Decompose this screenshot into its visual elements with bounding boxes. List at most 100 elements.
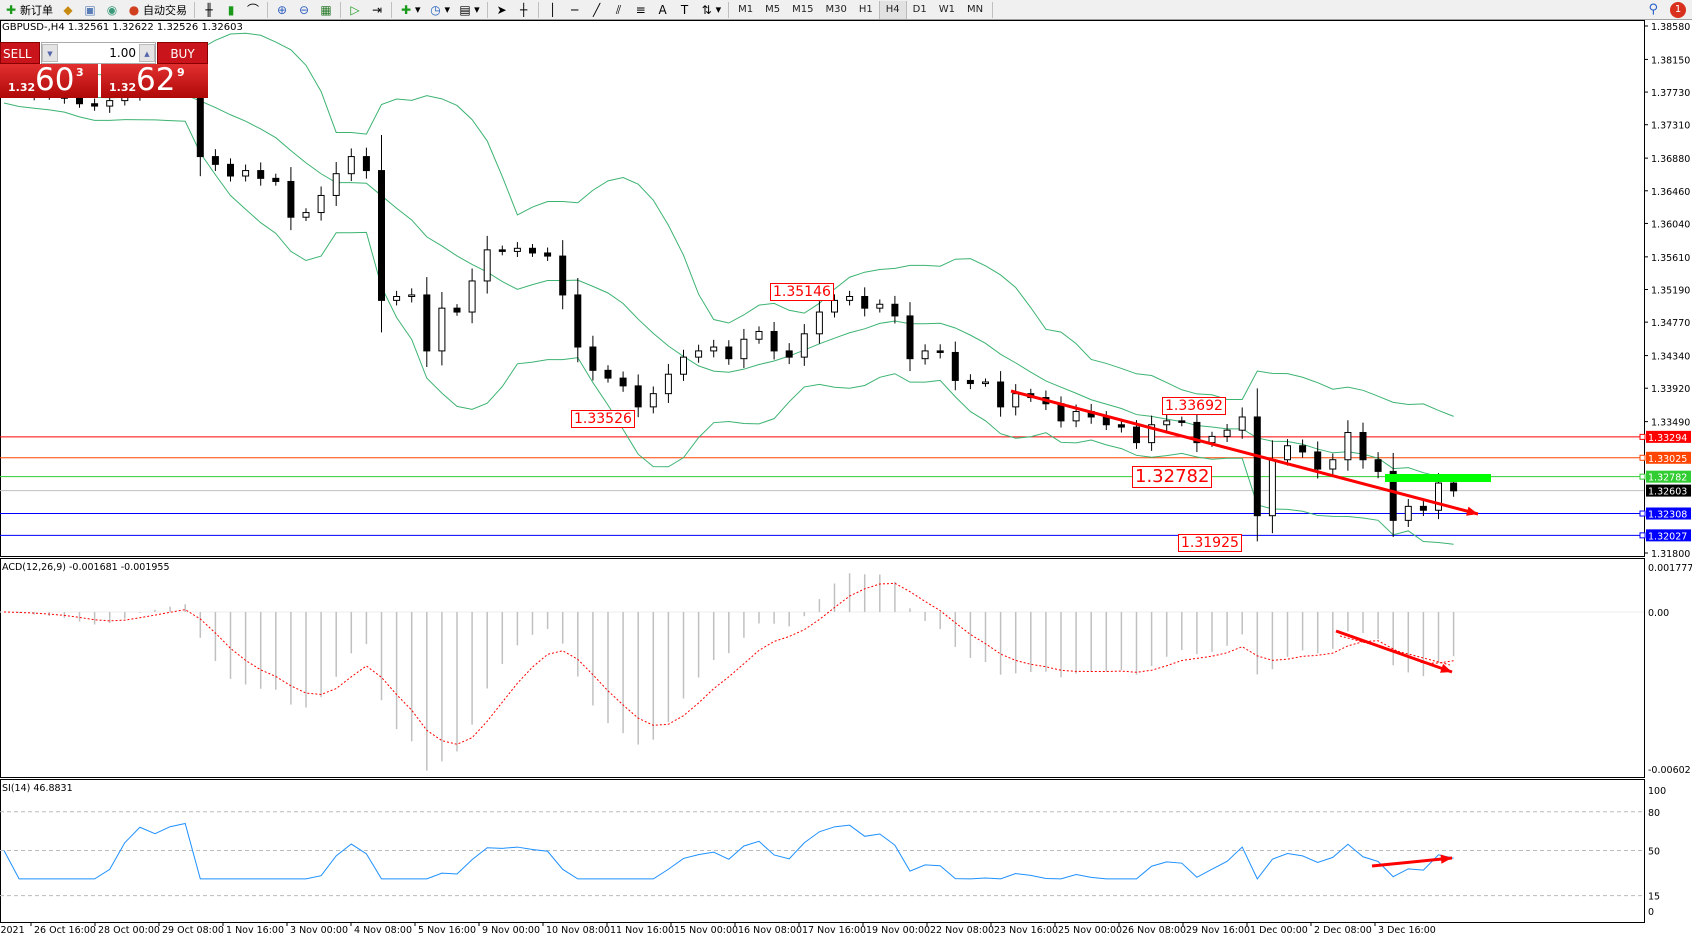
time-tick-label: 3 Dec 16:00 bbox=[1378, 925, 1436, 936]
channel-button[interactable]: ⫽ bbox=[608, 1, 630, 19]
vertical-line-button[interactable]: │ bbox=[542, 1, 564, 19]
history-button[interactable]: ◆ bbox=[57, 1, 79, 19]
crosshair-button[interactable]: ┼ bbox=[513, 1, 535, 19]
separator bbox=[992, 1, 994, 18]
chart-header: GBPUSD-,H4 1.32561 1.32622 1.32526 1.326… bbox=[2, 22, 243, 33]
time-tick-label: 11 Nov 16:00 bbox=[610, 925, 674, 936]
indicators-button[interactable]: ✚ ▾ bbox=[400, 2, 421, 17]
autoscroll-button[interactable]: ▷ bbox=[344, 1, 366, 19]
lot-size-input[interactable] bbox=[58, 45, 139, 61]
signals-button[interactable]: ◉ bbox=[101, 1, 123, 19]
timeframe-mn[interactable]: MN bbox=[966, 3, 984, 15]
level-price-tag bbox=[1646, 507, 1691, 520]
auto-trading-button[interactable]: ● 自动交易 bbox=[123, 1, 191, 19]
bullish-candle bbox=[921, 350, 929, 360]
tile-icon: ▦ bbox=[320, 2, 332, 17]
macd-arrow bbox=[1335, 629, 1453, 674]
level-price-tag bbox=[1646, 484, 1691, 497]
price-annotation[interactable]: 1.31925 bbox=[1178, 534, 1242, 552]
periods-button[interactable]: ◷ ▾ bbox=[430, 2, 451, 17]
search-icon[interactable]: ⚲ bbox=[1648, 2, 1658, 17]
bearish-candle bbox=[574, 294, 582, 348]
price-annotation[interactable]: 1.33526 bbox=[571, 410, 635, 428]
fibonacci-icon: ≡ bbox=[635, 2, 646, 17]
timeframe-m30[interactable]: M30 bbox=[825, 3, 847, 15]
bearish-candle bbox=[453, 307, 461, 313]
template-icon: ▤ bbox=[459, 2, 471, 17]
timeframe-w1[interactable]: W1 bbox=[938, 3, 955, 15]
templates-button[interactable]: ▤ ▾ bbox=[459, 2, 480, 17]
price-annotation[interactable]: 1.33692 bbox=[1162, 397, 1226, 415]
zoom-in-button[interactable]: ⊕ bbox=[271, 1, 293, 19]
zoom-in-icon: ⊕ bbox=[276, 2, 288, 17]
trendline-button[interactable]: ╱ bbox=[586, 1, 608, 19]
bearish-candle bbox=[257, 170, 265, 179]
macd-axis-label: 0.00 bbox=[1648, 608, 1669, 619]
level-price-label: 1.32603 bbox=[1648, 487, 1687, 498]
toolbar: ✚ 新订单 ◆ ▣ ◉ ● 自动交易 ╫ ▮ ⌒ ⊕ ⊖ ▦ ▷ ⇥ ✚ ▾ ◷ ▾ ▤… bbox=[0, 0, 1692, 20]
line-chart-icon: ⌒ bbox=[246, 2, 259, 17]
macd-signal-line bbox=[3, 582, 1454, 745]
time-tick-label: 2 Dec 08:00 bbox=[1314, 925, 1372, 936]
time-tick-label: 28 Oct 00:00 bbox=[98, 925, 160, 936]
arrows-button[interactable]: ⇅ ▾ bbox=[701, 2, 722, 17]
timeframe-m15[interactable]: M15 bbox=[792, 3, 814, 15]
bearish-candle bbox=[604, 369, 612, 379]
time-tick-label: 26 Oct 16:00 bbox=[34, 925, 96, 936]
sell-price-pips: 60 bbox=[35, 62, 75, 98]
bullish-candle bbox=[1284, 445, 1291, 461]
sell-price-fraction: 3 bbox=[76, 66, 84, 79]
bullish-candle bbox=[302, 212, 310, 218]
bearish-candle bbox=[1299, 445, 1307, 453]
timeframe-d1[interactable]: D1 bbox=[912, 3, 927, 15]
bullish-candle bbox=[695, 350, 703, 358]
bullish-candle bbox=[106, 100, 114, 107]
price-tick-label: 1.33490 bbox=[1651, 418, 1690, 429]
chart-shift-button[interactable]: ⇥ bbox=[366, 1, 388, 19]
bullish-candle bbox=[664, 373, 672, 395]
text-icon: A bbox=[658, 2, 667, 17]
green-zone-rectangle bbox=[1385, 474, 1491, 482]
bearish-candle bbox=[1419, 505, 1427, 511]
time-tick-label: 10 Nov 08:00 bbox=[546, 925, 610, 936]
bearish-candle bbox=[1389, 470, 1397, 521]
bar-chart-button[interactable]: ╫ bbox=[198, 1, 220, 19]
timeframe-m5[interactable]: M5 bbox=[765, 3, 781, 15]
bearish-candle bbox=[861, 295, 869, 309]
zoom-out-button[interactable]: ⊖ bbox=[293, 1, 315, 19]
bullish-candle bbox=[982, 381, 989, 385]
tile-windows-button[interactable]: ▦ bbox=[315, 1, 337, 19]
lot-decrease-button[interactable]: ▼ bbox=[42, 44, 58, 62]
timeframe-h1[interactable]: H1 bbox=[858, 3, 873, 15]
text-button[interactable]: A bbox=[652, 1, 674, 19]
candle-chart-button[interactable]: ▮ bbox=[220, 1, 242, 19]
notification-badge[interactable]: 1 bbox=[1670, 1, 1686, 18]
bullish-candle bbox=[332, 173, 340, 196]
sell-price-button[interactable]: 1.32 60 3 bbox=[0, 62, 98, 98]
fibonacci-button[interactable]: ≡ bbox=[630, 1, 652, 19]
buy-price-button[interactable]: 1.32 62 9 bbox=[101, 62, 208, 98]
buy-button[interactable]: BUY bbox=[157, 42, 208, 64]
price-annotation[interactable]: 1.32782 bbox=[1132, 466, 1213, 488]
separator bbox=[728, 1, 730, 18]
new-order-button[interactable]: ✚ 新订单 bbox=[0, 1, 57, 19]
terminal-button[interactable]: ▣ bbox=[79, 1, 101, 19]
timeframe-m1[interactable]: M1 bbox=[738, 3, 754, 15]
bearish-candle bbox=[1374, 459, 1382, 472]
horizontal-line-button[interactable]: ─ bbox=[564, 1, 586, 19]
lot-increase-button[interactable]: ▲ bbox=[139, 44, 155, 62]
bearish-candle bbox=[634, 385, 642, 408]
candlestick-icon: ▮ bbox=[227, 2, 235, 17]
bullish-candle bbox=[876, 303, 884, 309]
timeframe-h4[interactable]: H4 bbox=[878, 0, 907, 19]
bearish-candle bbox=[1314, 451, 1322, 470]
price-annotation[interactable]: 1.35146 bbox=[770, 283, 834, 301]
line-chart-button[interactable]: ⌒ bbox=[242, 1, 264, 19]
buy-price-pips: 62 bbox=[136, 62, 176, 98]
level-handle bbox=[1639, 433, 1646, 440]
cursor-button[interactable]: ➤ bbox=[491, 1, 513, 19]
text-label-button[interactable]: T bbox=[674, 1, 696, 19]
sell-button[interactable]: SELL bbox=[0, 42, 40, 64]
rsi-label: SI(14) 46.8831 bbox=[2, 783, 73, 794]
